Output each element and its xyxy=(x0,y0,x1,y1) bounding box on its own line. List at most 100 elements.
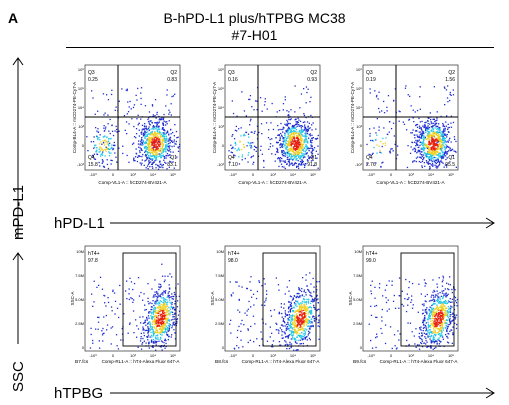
event-dot xyxy=(158,128,160,130)
event-dot xyxy=(287,140,289,142)
event-dot xyxy=(301,295,303,297)
event-dot xyxy=(150,339,153,341)
event-dot xyxy=(160,156,162,159)
event-dot xyxy=(176,322,178,324)
event-dot xyxy=(447,312,449,314)
event-dot xyxy=(167,311,169,313)
event-dot xyxy=(314,308,316,310)
event-dot xyxy=(290,148,292,150)
event-dot xyxy=(286,348,288,350)
event-dot xyxy=(313,300,315,303)
event-dot xyxy=(155,163,157,166)
event-dot xyxy=(439,129,441,131)
event-dot xyxy=(318,281,320,283)
event-dot xyxy=(155,156,158,159)
event-dot xyxy=(304,145,307,147)
event-dot xyxy=(154,323,156,325)
event-dot xyxy=(298,167,300,169)
event-dot xyxy=(284,161,287,163)
event-dot xyxy=(160,319,162,321)
event-dot xyxy=(430,320,432,322)
event-dot xyxy=(428,133,430,135)
event-dot xyxy=(437,146,439,149)
event-dot xyxy=(162,323,164,325)
event-dot xyxy=(428,138,430,140)
event-dot xyxy=(442,318,444,321)
event-dot xyxy=(407,145,409,147)
event-dot xyxy=(287,336,289,338)
event-dot xyxy=(292,140,295,142)
event-dot xyxy=(247,329,249,331)
x-tick: 0 xyxy=(252,353,255,358)
event-dot xyxy=(110,152,112,154)
event-dot xyxy=(149,120,151,122)
event-dot xyxy=(290,109,292,111)
event-dot xyxy=(160,309,162,312)
event-dot xyxy=(430,139,432,141)
event-dot xyxy=(428,313,431,315)
event-dot xyxy=(151,143,153,145)
q3-label: Q3 xyxy=(228,70,235,76)
event-dot xyxy=(431,294,433,296)
event-dot xyxy=(425,283,427,285)
event-dot xyxy=(293,318,295,320)
event-dot xyxy=(430,136,432,139)
event-dot xyxy=(103,294,105,297)
event-dot xyxy=(142,342,144,344)
event-dot xyxy=(308,133,310,136)
event-dot xyxy=(439,306,441,308)
event-dot xyxy=(157,136,160,138)
event-dot xyxy=(99,347,101,349)
event-dot xyxy=(171,306,173,309)
event-dot xyxy=(439,334,441,336)
event-dot xyxy=(147,168,149,170)
event-dot xyxy=(289,123,291,125)
event-dot xyxy=(279,138,281,140)
event-dot xyxy=(417,311,419,313)
event-dot xyxy=(435,144,437,147)
event-dot xyxy=(445,301,447,303)
event-dot xyxy=(297,292,299,295)
event-dot xyxy=(250,156,252,159)
event-dot xyxy=(260,123,263,125)
event-dot xyxy=(287,319,289,321)
event-dot xyxy=(303,166,306,168)
event-dot xyxy=(421,340,423,342)
event-dot xyxy=(424,285,426,287)
event-dot xyxy=(421,346,424,348)
event-dot xyxy=(235,144,237,146)
event-dot xyxy=(291,322,294,324)
event-dot xyxy=(272,346,274,348)
event-dot xyxy=(164,314,166,316)
event-dot xyxy=(449,313,451,316)
event-dot xyxy=(419,86,421,88)
event-dot xyxy=(93,158,96,160)
event-dot xyxy=(145,133,147,135)
event-dot xyxy=(288,324,290,326)
event-dot xyxy=(447,146,449,148)
event-dot xyxy=(441,303,443,305)
event-dot xyxy=(243,110,246,112)
event-dot xyxy=(281,135,283,138)
event-dot xyxy=(158,150,160,152)
event-dot xyxy=(299,120,302,122)
event-dot xyxy=(414,141,416,143)
event-dot xyxy=(150,311,152,313)
event-dot xyxy=(296,305,298,308)
event-dot xyxy=(156,154,158,157)
event-dot xyxy=(95,151,97,153)
event-dot xyxy=(165,330,167,333)
row2-x-axis-label: hTPBG xyxy=(54,385,104,402)
event-dot xyxy=(155,153,157,155)
event-dot xyxy=(146,139,148,141)
event-dot xyxy=(305,336,307,338)
event-dot xyxy=(148,148,150,151)
event-dot xyxy=(157,142,159,144)
event-dot xyxy=(146,131,149,133)
event-dot xyxy=(428,325,431,328)
event-dot xyxy=(303,154,305,156)
event-dot xyxy=(450,313,452,316)
event-dot xyxy=(425,156,428,158)
event-dot xyxy=(161,155,163,157)
event-dot xyxy=(449,91,451,94)
